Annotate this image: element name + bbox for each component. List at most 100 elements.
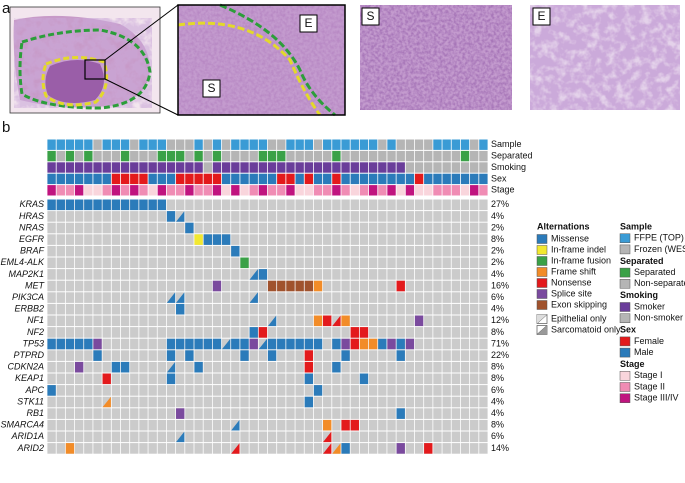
cell xyxy=(433,315,442,327)
alteration xyxy=(396,280,405,292)
legend-tri xyxy=(537,325,547,335)
alteration xyxy=(102,373,111,385)
cell xyxy=(460,373,470,385)
cell xyxy=(231,234,240,245)
track-label: Smoking xyxy=(491,162,526,172)
alteration xyxy=(93,338,102,350)
cell xyxy=(304,315,314,327)
cell xyxy=(414,408,424,419)
cell xyxy=(258,222,268,234)
cell xyxy=(341,431,350,443)
track-cell xyxy=(65,173,75,185)
cell xyxy=(157,211,167,222)
alteration xyxy=(120,199,130,211)
cell xyxy=(139,327,148,338)
cell xyxy=(267,431,277,443)
cell xyxy=(157,303,167,315)
cell xyxy=(185,315,194,327)
cell xyxy=(341,211,350,222)
track-cell xyxy=(378,185,387,196)
cell xyxy=(194,303,203,315)
cell xyxy=(194,431,203,443)
cell xyxy=(65,280,75,292)
cell xyxy=(130,222,139,234)
cell xyxy=(166,385,176,396)
track-cell xyxy=(47,150,56,162)
cell xyxy=(111,327,121,338)
track-cell xyxy=(277,150,286,162)
cell xyxy=(442,361,451,373)
cell xyxy=(286,257,295,269)
cell xyxy=(240,222,249,234)
alteration xyxy=(120,361,130,373)
cell xyxy=(267,443,277,454)
cell xyxy=(102,419,111,431)
cell xyxy=(359,280,369,292)
alteration xyxy=(203,234,212,245)
cell xyxy=(378,419,387,431)
cell xyxy=(405,373,415,385)
track-cell xyxy=(313,150,323,162)
track-cell xyxy=(295,173,304,185)
cell xyxy=(460,361,470,373)
cell xyxy=(332,257,341,269)
cell xyxy=(231,303,240,315)
alteration xyxy=(139,199,148,211)
cell xyxy=(424,350,433,361)
track-cell xyxy=(368,150,378,162)
cell xyxy=(176,292,185,303)
cell xyxy=(460,327,470,338)
cell xyxy=(157,327,167,338)
cell xyxy=(102,327,111,338)
cell xyxy=(185,303,194,315)
track-cell xyxy=(405,150,415,162)
cell xyxy=(111,234,121,245)
cell xyxy=(451,385,461,396)
gene-label: KEAP1 xyxy=(15,373,44,383)
cell xyxy=(368,327,378,338)
cell xyxy=(74,443,84,454)
cell xyxy=(295,408,304,419)
cell xyxy=(332,408,341,419)
cell xyxy=(258,292,268,303)
cell xyxy=(387,269,396,280)
cell xyxy=(221,211,231,222)
track-cell xyxy=(479,185,488,196)
cell xyxy=(120,211,130,222)
alteration xyxy=(111,361,121,373)
track-label: Sex xyxy=(491,173,507,183)
legend-item: Non-smoker xyxy=(634,313,683,323)
cell xyxy=(470,234,479,245)
cell xyxy=(350,292,359,303)
cell xyxy=(414,211,424,222)
cell xyxy=(84,303,93,315)
track-cell xyxy=(359,185,369,196)
alteration xyxy=(47,338,56,350)
cell xyxy=(203,199,212,211)
cell xyxy=(267,315,277,327)
cell xyxy=(111,222,121,234)
track-cell xyxy=(221,139,231,150)
cell xyxy=(176,361,185,373)
alteration xyxy=(74,338,84,350)
cell xyxy=(470,222,479,234)
cell xyxy=(359,350,369,361)
alteration xyxy=(267,280,277,292)
cell xyxy=(102,257,111,269)
gene-percent: 22% xyxy=(491,350,509,360)
cell xyxy=(56,419,65,431)
track-cell xyxy=(212,173,222,185)
cell xyxy=(74,396,84,408)
alteration xyxy=(304,396,314,408)
cell xyxy=(341,292,350,303)
cell xyxy=(93,385,102,396)
cell xyxy=(332,385,341,396)
cell xyxy=(176,245,185,257)
cell xyxy=(212,443,222,454)
cell xyxy=(249,245,258,257)
cell xyxy=(84,327,93,338)
track-cell xyxy=(148,139,157,150)
cell xyxy=(56,292,65,303)
cell xyxy=(56,361,65,373)
image-overview xyxy=(9,4,179,116)
